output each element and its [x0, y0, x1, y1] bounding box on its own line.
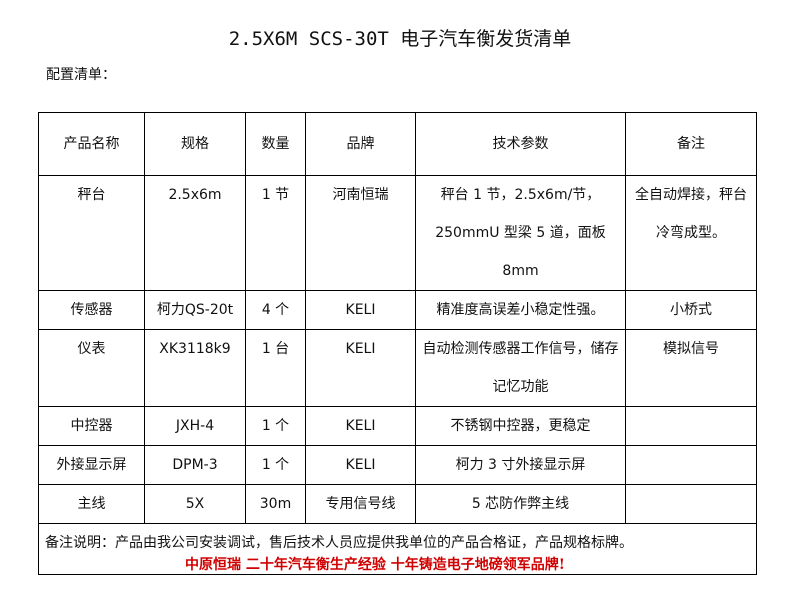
table-cell: 5X: [144, 484, 246, 524]
subtitle: 配置清单：: [46, 67, 116, 83]
table-cell: KELI: [305, 445, 416, 485]
header-cell: 品牌: [305, 112, 416, 176]
table-row: 外接显示屏 DPM-3 1 个 KELI 柯力 3 寸外接显示屏: [38, 445, 757, 485]
table-cell: 30m: [245, 484, 306, 524]
table-cell: 柯力 3 寸外接显示屏: [415, 445, 626, 485]
table-cell: 1 个: [245, 445, 306, 485]
header-cell: 规格: [144, 112, 246, 176]
shipping-list-table: 产品名称 规格 数量 品牌 技术参数 备注 秤台 2.5x6m 1 节河南恒瑞 秤台 …: [38, 112, 757, 575]
table-cell: 2.5x6m: [144, 175, 246, 291]
table-cell: 模拟信号: [625, 329, 757, 407]
table-cell: 4 个: [245, 290, 306, 330]
table-cell: 全自动焊接，秤台冷弯成型。: [625, 175, 757, 291]
table-row: 主线 5X 30m 专用信号线 5 芯防作弊主线: [38, 484, 757, 524]
table-cell: KELI: [305, 406, 416, 446]
header-cell: 备注: [625, 112, 757, 176]
footer-slogan: 中原恒瑞 二十年汽车衡生产经验 十年铸造电子地磅领军品牌!: [185, 557, 565, 573]
table-cell: 秤台: [38, 175, 145, 291]
table-cell: 主线: [38, 484, 145, 524]
table-cell: 柯力QS-20t: [144, 290, 246, 330]
note: 备注说明：产品由我公司安装调试，售后技术人员应提供我单位的产品合格证，产品规格标…: [38, 523, 757, 575]
table-cell: DPM-3: [144, 445, 246, 485]
table-cell: 1 个: [245, 406, 306, 446]
header-cell: 产品名称: [38, 112, 145, 176]
table-cell: 5 芯防作弊主线: [415, 484, 626, 524]
table-cell: 秤台 1 节，2.5x6m/节，250mmU 型梁 5 道，面板 8mm: [415, 175, 626, 291]
table-header-row: 产品名称 规格 数量 品牌 技术参数 备注: [38, 112, 757, 176]
table-cell: 自动检测传感器工作信号，储存记忆功能: [415, 329, 626, 407]
table-row: 仪表 XK3118k9 1 台 KELI 自动检测传感器工作信号，储存记忆功能 模拟信号: [38, 329, 757, 407]
table-cell: KELI: [305, 290, 416, 330]
table-cell: [625, 445, 757, 485]
table-cell: JXH-4: [144, 406, 246, 446]
page-title: 2.5X6M SCS-30T 电子汽车衡发货清单: [228, 28, 572, 50]
table-cell: 1 节: [245, 175, 306, 291]
table-row: 秤台 2.5x6m 1 节河南恒瑞 秤台 1 节，2.5x6m/节，250mmU 型梁…: [38, 175, 757, 291]
header-cell: 数量: [245, 112, 306, 176]
header-cell: 技术参数: [415, 112, 626, 176]
table-cell: 传感器: [38, 290, 145, 330]
table-cell: 中控器: [38, 406, 145, 446]
table-cell: 精准度高误差小稳定性强。: [415, 290, 626, 330]
table-cell: 专用信号线: [305, 484, 416, 524]
table-cell: 小桥式: [625, 290, 757, 330]
table-cell: 不锈钢中控器，更稳定: [415, 406, 626, 446]
table-cell: XK3118k9: [144, 329, 246, 407]
table-cell: [625, 484, 757, 524]
table-cell: [625, 406, 757, 446]
table-cell: 外接显示屏: [38, 445, 145, 485]
table-cell: 仪表: [38, 329, 145, 407]
table-cell: 河南恒瑞: [305, 175, 416, 291]
table-row: 传感器 柯力QS-20t 4 个 KELI 精准度高误差小稳定性强。 小桥式: [38, 290, 757, 330]
table-cell: KELI: [305, 329, 416, 407]
table-cell: 1 台: [245, 329, 306, 407]
table-row: 中控器 JXH-4 1 个 KELI 不锈钢中控器，更稳定: [38, 406, 757, 446]
